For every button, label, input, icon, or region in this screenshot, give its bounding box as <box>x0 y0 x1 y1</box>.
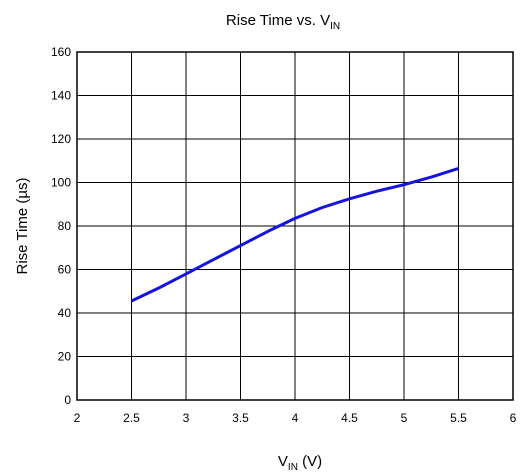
x-tick-label: 4.5 <box>341 411 358 425</box>
series-layer <box>130 166 459 303</box>
x-axis-label: VIN (V) <box>278 453 322 473</box>
x-tick-label: 4 <box>292 411 299 425</box>
y-tick-label: 140 <box>51 89 71 103</box>
y-tick-label: 0 <box>64 393 71 407</box>
x-tick-label: 3 <box>183 411 190 425</box>
x-tick-labels: 2 2.5 3 3.5 4 4.5 5 5.5 6 <box>74 411 517 425</box>
y-tick-label: 120 <box>51 132 71 146</box>
x-tick-label: 6 <box>510 411 517 425</box>
y-tick-label: 60 <box>58 263 72 277</box>
y-tick-label: 80 <box>58 219 72 233</box>
x-tick-label: 5.5 <box>450 411 467 425</box>
x-tick-label: 3.5 <box>232 411 249 425</box>
x-tick-label: 5 <box>401 411 408 425</box>
y-tick-label: 40 <box>58 306 72 320</box>
y-tick-label: 100 <box>51 176 71 190</box>
plot-area <box>76 51 514 401</box>
y-tick-labels: 0 20 40 60 80 100 120 140 160 <box>51 45 71 407</box>
x-tick-label: 2.5 <box>123 411 140 425</box>
y-tick-label: 20 <box>58 350 72 364</box>
y-axis-label: Rise Time (µs) <box>14 178 31 275</box>
chart-title: Rise Time vs. VIN <box>226 12 340 32</box>
x-tick-label: 2 <box>74 411 81 425</box>
y-tick-label: 160 <box>51 45 71 59</box>
series-line-0 <box>130 166 459 303</box>
grid-lines <box>76 51 514 401</box>
